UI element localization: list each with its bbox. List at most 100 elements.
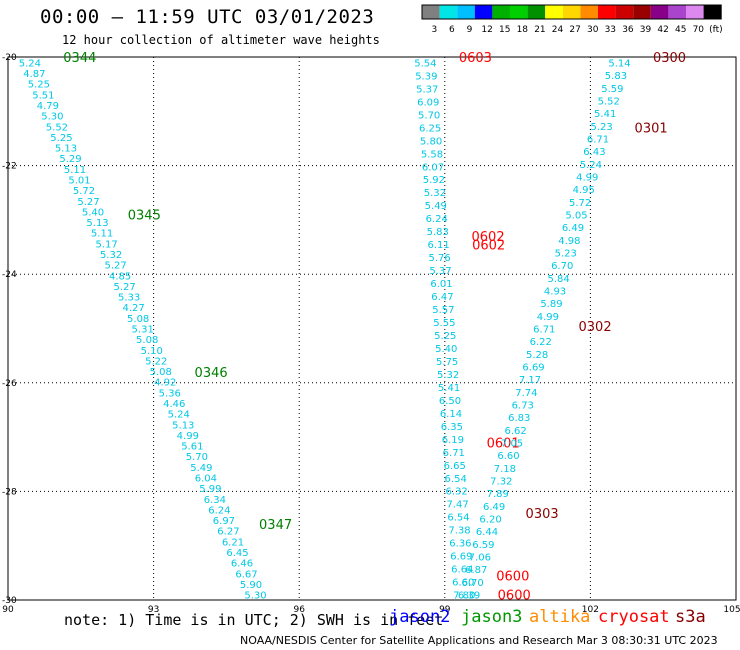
wave-height-value: 5.14 <box>608 58 630 69</box>
pass-time-label: 0602 <box>472 238 505 253</box>
wave-height-value: 6.22 <box>530 337 552 348</box>
wave-height-value: 6.70 <box>551 261 573 272</box>
wave-height-value: 6.97 <box>213 516 235 527</box>
color-swatch <box>510 5 528 19</box>
color-swatch <box>650 5 669 19</box>
pass-time-label: 0600 <box>498 589 531 604</box>
wave-height-value: 5.22 <box>145 356 167 367</box>
color-scale-label: 12 <box>481 25 492 35</box>
legend-cryosat: cryosat <box>598 607 670 627</box>
color-swatch <box>633 5 651 19</box>
wave-height-value: 7.06 <box>469 553 491 564</box>
wave-height-value: 6.04 <box>195 473 217 484</box>
wave-height-value: 5.83 <box>605 71 627 82</box>
wave-height-value: 6.50 <box>439 396 461 407</box>
wave-height-value: 5.24 <box>19 58 41 69</box>
wave-height-value: 4.99 <box>537 312 559 323</box>
wave-height-value: 5.25 <box>50 133 72 144</box>
wave-height-value: 6.09 <box>417 97 439 108</box>
wave-height-value: 4.46 <box>163 399 185 410</box>
wave-height-value: 6.47 <box>431 292 453 303</box>
wave-height-value: 5.17 <box>95 239 117 250</box>
wave-height-value: 5.33 <box>118 293 140 304</box>
wave-height-value: 6.49 <box>483 502 505 513</box>
pass-time-label: 0346 <box>195 366 228 381</box>
pass-time-label: 0345 <box>128 208 161 223</box>
wave-height-value: 5.25 <box>434 331 456 342</box>
legend-jason2: jason2 <box>389 607 451 627</box>
chart-grid <box>8 57 736 600</box>
wave-height-value: 7.05 <box>501 439 523 450</box>
wave-height-value: 5.99 <box>199 484 221 495</box>
wave-height-value: 6.39 <box>458 591 480 602</box>
x-tick-label: 105 <box>723 605 740 615</box>
wave-height-value: 6.73 <box>512 401 534 412</box>
color-scale-label: 18 <box>517 25 529 35</box>
wave-height-value: 6.69 <box>522 363 544 374</box>
color-scale-label: 36 <box>622 25 634 35</box>
x-tick-label: 99 <box>439 605 451 615</box>
color-scale-legend: 3 6 9 12 15 18 21 24 27 30 33 36 39 42 45 70 (ft) <box>421 4 723 35</box>
wave-height-value: 6.27 <box>217 527 239 538</box>
wave-height-value: 6.87 <box>465 565 487 576</box>
pass-time-label: 0601 <box>487 437 520 452</box>
wave-height-value: 5.13 <box>172 420 194 431</box>
wave-height-value: 6.69 <box>450 552 472 563</box>
wave-height-value: 6.45 <box>226 548 248 559</box>
color-swatch <box>545 5 563 19</box>
y-tick-label: -22 <box>2 162 17 172</box>
color-swatch <box>686 5 704 19</box>
plot-border <box>7 56 737 601</box>
y-tick-label: -26 <box>2 379 17 389</box>
pass-time-label: 0603 <box>459 51 492 66</box>
wave-height-value: 5.11 <box>91 229 113 240</box>
wave-height-value: 6.19 <box>442 435 464 446</box>
wave-height-value: 6.49 <box>562 223 584 234</box>
wave-height-value: 4.79 <box>37 101 59 112</box>
wave-height-value: 5.27 <box>113 282 135 293</box>
wave-height-value: 5.30 <box>244 591 266 602</box>
wave-height-value: 5.08 <box>127 314 149 325</box>
wave-height-value: 6.71 <box>533 325 555 336</box>
wave-height-value: 5.24 <box>580 160 602 171</box>
wave-height-value: 6.36 <box>449 539 471 550</box>
pass-time-label: 0300 <box>653 51 686 66</box>
pass-time-label: 0301 <box>635 122 668 137</box>
color-scale-label: 39 <box>640 25 652 35</box>
wave-height-value: 5.30 <box>41 112 63 123</box>
wave-height-value: 6.60 <box>452 578 474 589</box>
wave-height-value: 5.01 <box>68 176 90 187</box>
wave-height-value: 5.49 <box>425 201 447 212</box>
wave-height-value: 6.64 <box>451 565 473 576</box>
wave-height-value: 4.87 <box>23 69 45 80</box>
color-swatch <box>615 5 634 19</box>
page-title: 00:00 – 11:59 UTC 03/01/2023 <box>40 6 375 28</box>
color-swatch <box>580 5 598 19</box>
color-scale-label: 70 <box>693 25 705 35</box>
wave-height-value: 6.62 <box>505 426 527 437</box>
color-scale-label: 9 <box>467 25 473 35</box>
color-scale-label: 27 <box>569 25 580 35</box>
wave-height-value: 5.55 <box>433 318 455 329</box>
color-scale-label: 42 <box>657 25 668 35</box>
footer-note: note: 1) Time is in UTC; 2) SWH is in fe… <box>64 611 444 629</box>
color-swatch <box>668 5 686 19</box>
wave-height-value: 5.41 <box>438 383 460 394</box>
wave-height-value: 6.20 <box>479 515 501 526</box>
wave-height-value: 5.39 <box>415 71 437 82</box>
wave-height-value: 5.29 <box>59 154 81 165</box>
wave-height-value: 5.72 <box>569 198 591 209</box>
x-tick-label: 96 <box>293 605 305 615</box>
wave-height-value: 5.05 <box>565 210 587 221</box>
wave-height-value: 5.32 <box>100 250 122 261</box>
wave-height-value: 5.24 <box>168 410 190 421</box>
wave-height-value: 7.17 <box>519 375 541 386</box>
color-scale-label: 21 <box>534 25 545 35</box>
wave-height-value: 6.65 <box>444 461 466 472</box>
wave-height-value: 5.32 <box>437 370 459 381</box>
wave-height-value: 5.23 <box>590 122 612 133</box>
wave-height-value: 5.59 <box>601 84 623 95</box>
wave-height-value: 6.44 <box>476 527 498 538</box>
